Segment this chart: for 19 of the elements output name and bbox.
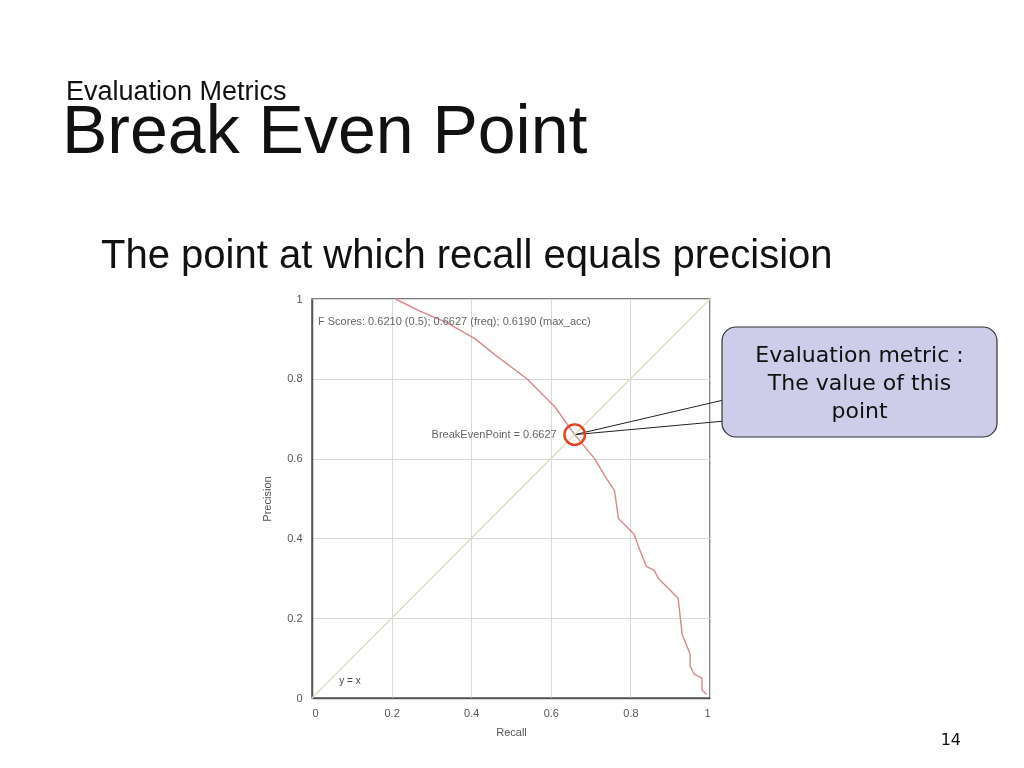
x-axis-title: Recall — [496, 725, 527, 738]
y-tick-label: 0 — [296, 691, 303, 704]
x-tick-label: 0.4 — [464, 706, 480, 719]
x-tick-label: 0.6 — [543, 706, 559, 719]
x-tick-label: 0.2 — [384, 706, 400, 719]
x-tick-label: 0.8 — [623, 706, 639, 719]
annotation: BreakEvenPoint = 0.6627 — [431, 427, 557, 440]
series-label: y = x — [339, 675, 361, 686]
y-tick-label: 0.8 — [287, 372, 303, 385]
y-tick-label: 1 — [296, 292, 303, 305]
text: The point at which recall equals precision — [101, 232, 833, 276]
text: 14 — [940, 730, 961, 749]
x-tick-label: 1 — [704, 706, 711, 719]
annotation: Evaluation metric : The value of this point — [755, 342, 964, 423]
x-tick-label: 0 — [312, 706, 319, 719]
y-axis-title: Precision — [261, 476, 274, 522]
y-tick-label: 0.2 — [287, 611, 303, 624]
y-tick-label: 0.4 — [287, 531, 303, 544]
y-tick-label: 0.6 — [287, 452, 303, 465]
